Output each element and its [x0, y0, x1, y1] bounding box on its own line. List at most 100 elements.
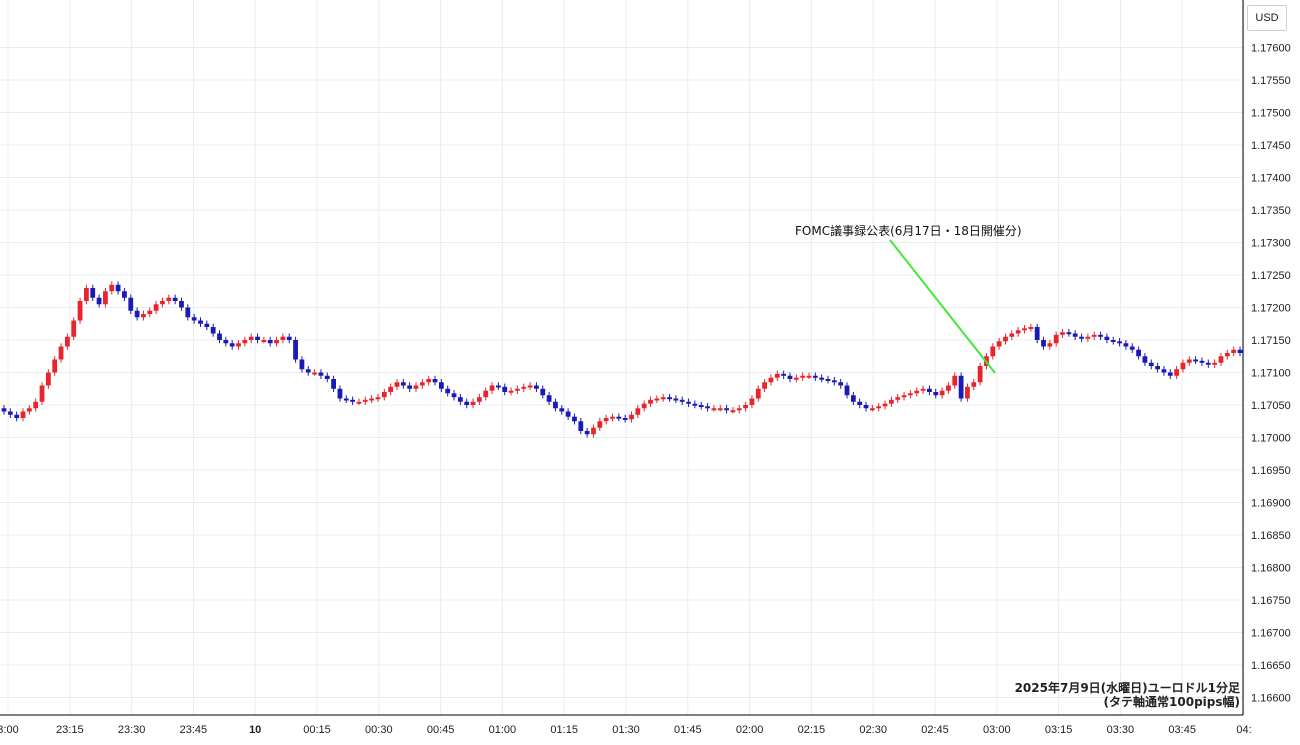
candle-body: [489, 385, 495, 391]
candle-body: [1098, 334, 1103, 337]
candle-body: [958, 375, 964, 399]
candle-body: [1161, 369, 1167, 373]
x-tick-label: 01:15: [550, 724, 578, 736]
candle-body: [686, 401, 691, 404]
candle-body: [331, 379, 336, 389]
candle-body: [850, 395, 856, 402]
candle-body: [819, 377, 825, 380]
candle-body: [1009, 333, 1015, 337]
candle-body: [122, 291, 127, 298]
candle-body: [939, 390, 945, 396]
candle-body: [14, 414, 20, 418]
candle-body: [673, 398, 679, 401]
candle-body: [971, 382, 977, 387]
candle-body: [312, 372, 317, 375]
y-tick-label: 1.16850: [1251, 530, 1291, 542]
y-tick-label: 1.17050: [1251, 400, 1291, 412]
candle-body: [337, 388, 343, 399]
x-tick-label: 03:15: [1045, 724, 1073, 736]
price-axis[interactable]: 1.17600 1.17550 1.17500 1.17450 1.17400 1.173…: [1251, 43, 1291, 705]
candle-body: [749, 398, 755, 405]
y-tick-label: 1.16650: [1251, 660, 1291, 672]
candle-body: [654, 398, 660, 401]
candle-body: [166, 297, 172, 301]
candle-body: [172, 297, 178, 301]
candle-body: [198, 320, 203, 324]
candle-body: [141, 314, 146, 318]
candle-body: [52, 359, 58, 373]
x-tick-label: 01:30: [612, 724, 640, 736]
candle-body: [1066, 332, 1072, 335]
candle-body: [1091, 334, 1097, 337]
candle-body: [90, 288, 96, 298]
candle-body: [318, 372, 324, 376]
candle-body: [838, 382, 844, 386]
time-axis[interactable]: 3:00 23:15 23:30 23:45 10 00:15 00:30 00:45 01:0…: [0, 724, 1252, 736]
x-tick-label: 23:30: [118, 724, 146, 736]
candle-body: [591, 427, 596, 435]
y-tick-label: 1.17300: [1251, 238, 1291, 250]
candle-body: [1180, 362, 1186, 370]
candle-body: [1060, 332, 1065, 335]
y-tick-label: 1.17350: [1251, 205, 1291, 217]
candle-body: [629, 414, 634, 420]
candle-body: [293, 340, 298, 360]
candle-body: [58, 346, 64, 360]
candle-body: [844, 385, 850, 396]
candle-body: [210, 327, 216, 334]
candle-body: [641, 403, 647, 409]
candle-body: [483, 390, 489, 398]
candle-body: [730, 410, 736, 413]
candle-body: [1085, 336, 1091, 339]
candle-body: [1142, 356, 1148, 363]
candle-body: [565, 411, 571, 417]
candle-body: [299, 359, 305, 370]
candle-body: [635, 408, 641, 415]
candle-body: [755, 388, 761, 399]
x-tick-label: 00:30: [365, 724, 393, 736]
x-tick-label: 00:45: [427, 724, 455, 736]
y-tick-label: 1.17550: [1251, 75, 1291, 87]
candle-body: [350, 399, 356, 402]
y-tick-label: 1.16800: [1251, 563, 1291, 575]
candle-body: [1193, 359, 1199, 362]
candle-body: [534, 385, 539, 389]
candle-body: [559, 408, 565, 412]
candle-body: [1186, 359, 1192, 363]
candle-body: [724, 408, 729, 411]
chart-grid: [0, 0, 1245, 715]
candle-body: [179, 301, 184, 308]
candle-body: [381, 392, 387, 398]
candle-body: [1218, 356, 1224, 363]
candle-body: [26, 408, 32, 412]
y-tick-label: 1.17200: [1251, 303, 1291, 315]
y-tick-label: 1.16700: [1251, 628, 1291, 640]
candle-body: [990, 346, 996, 357]
candle-body: [1205, 362, 1211, 365]
candle-body: [153, 304, 159, 311]
candle-body: [1174, 369, 1180, 376]
candle-body: [470, 401, 476, 405]
candle-body: [774, 373, 780, 378]
candle-body: [553, 401, 558, 409]
candle-body: [242, 340, 248, 344]
chart-caption-line2: (タテ軸通常100pips幅): [1103, 695, 1240, 709]
candle-body: [1167, 372, 1173, 376]
candle-body: [1015, 330, 1021, 334]
candle-body: [419, 382, 425, 386]
y-tick-label: 1.17600: [1251, 43, 1291, 55]
x-tick-label: 02:00: [736, 724, 764, 736]
candle-body: [103, 291, 108, 305]
candle-body: [546, 395, 552, 402]
candle-body: [711, 408, 717, 411]
x-tick-label: 03:45: [1168, 724, 1196, 736]
y-tick-label: 1.16950: [1251, 465, 1291, 477]
currency-button[interactable]: USD: [1247, 5, 1287, 31]
candle-body: [1110, 340, 1116, 342]
y-tick-label: 1.17250: [1251, 270, 1291, 282]
candle-body: [920, 388, 926, 391]
candle-body: [1224, 353, 1230, 357]
candle-body: [540, 388, 546, 396]
candle-body: [261, 340, 267, 342]
